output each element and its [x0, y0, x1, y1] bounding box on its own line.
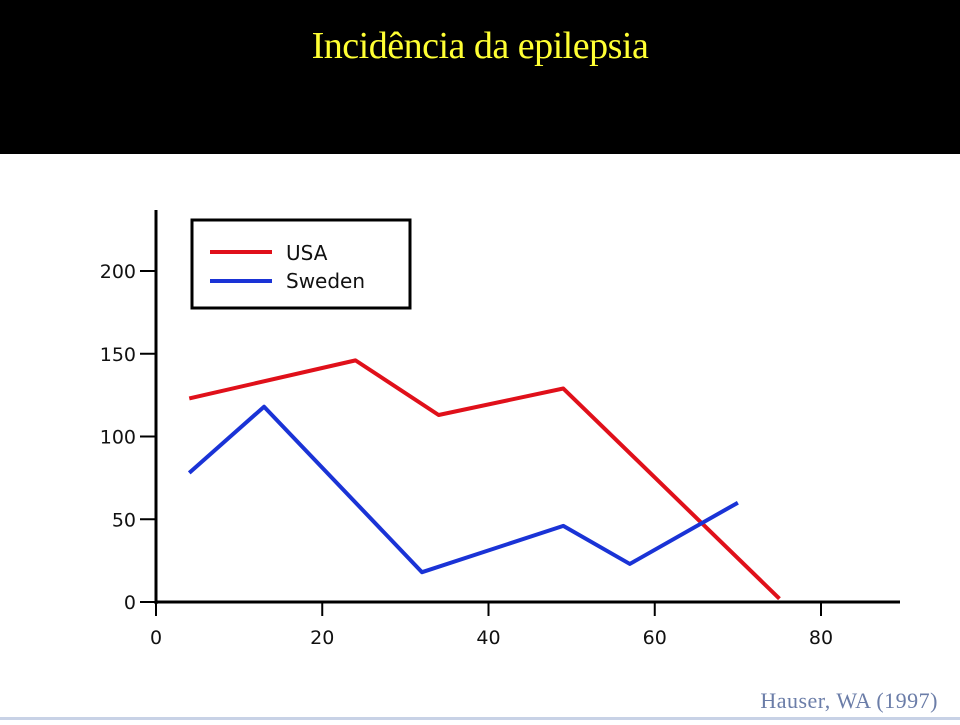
y-tick-label: 150 — [100, 344, 136, 366]
chart-series — [187, 358, 781, 601]
x-tick-label: 80 — [809, 627, 833, 649]
legend: USA Sweden — [190, 218, 412, 310]
x-tick-label: 0 — [150, 627, 162, 649]
x-tick-label: 20 — [310, 627, 334, 649]
legend-label-usa: USA — [286, 241, 328, 265]
y-tick-label: 50 — [112, 509, 136, 531]
y-tick-label: 200 — [100, 261, 136, 283]
y-tick-label: 100 — [100, 427, 136, 449]
series-line-sweden — [187, 404, 739, 575]
slide-title: Incidência da epilepsia — [311, 25, 649, 67]
legend-label-sweden: Sweden — [286, 269, 365, 293]
y-tick-label: 0 — [124, 592, 136, 614]
legend-box — [190, 218, 412, 310]
x-tick-label: 60 — [643, 627, 667, 649]
axis-ticks: 0 20 40 60 80 0 50 100 150 200 — [100, 261, 833, 649]
source-credit: Hauser, WA (1997) — [760, 688, 938, 713]
bottom-rule — [0, 717, 960, 720]
chart-area: 0 20 40 60 80 0 50 100 150 200 USA Sweden — [0, 154, 960, 720]
line-chart: 0 20 40 60 80 0 50 100 150 200 USA Sweden — [100, 210, 900, 649]
x-tick-label: 40 — [476, 627, 500, 649]
chart-axes — [154, 210, 900, 604]
slide-header: Incidência da epilepsia — [0, 0, 960, 154]
series-line-usa — [188, 358, 781, 601]
